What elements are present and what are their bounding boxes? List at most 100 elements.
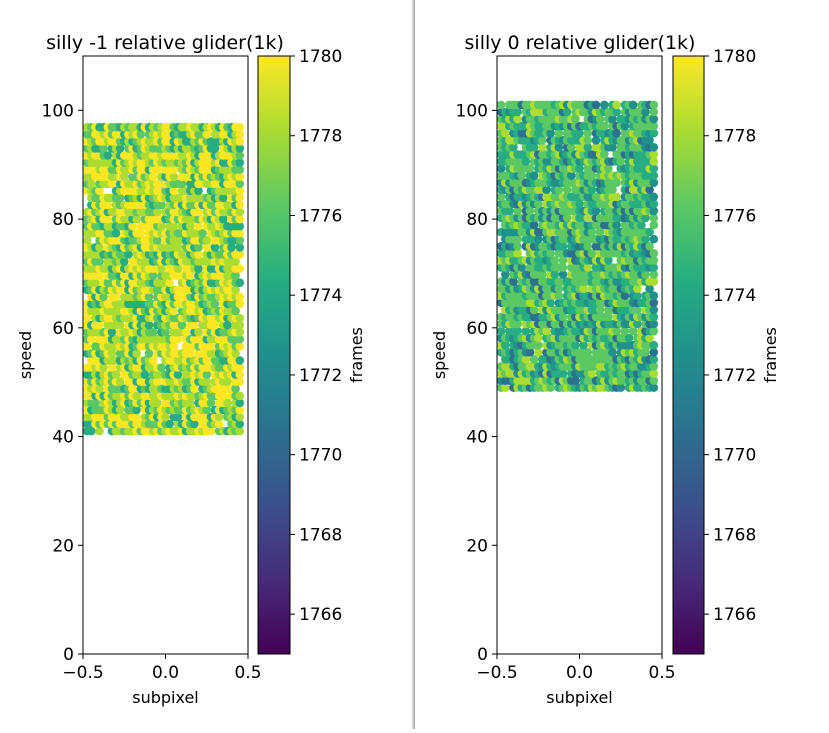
data-point	[177, 320, 187, 330]
data-point	[649, 256, 659, 265]
data-point	[202, 356, 212, 365]
data-point	[219, 214, 228, 224]
x-tick-label: 0.0	[566, 663, 593, 683]
data-point	[235, 426, 245, 436]
data-point	[194, 207, 203, 217]
data-point	[194, 243, 203, 252]
data-point	[575, 128, 584, 138]
data-point	[608, 143, 617, 152]
data-point	[235, 292, 245, 302]
data-point	[235, 278, 245, 288]
data-point	[115, 320, 125, 330]
data-point	[235, 250, 245, 259]
data-point	[169, 342, 179, 351]
data-point	[235, 172, 245, 181]
data-point	[509, 277, 518, 286]
chart-title: silly -1 relative glider(1k)	[46, 32, 284, 54]
data-point	[501, 128, 510, 138]
data-point	[554, 291, 564, 301]
data-point	[153, 165, 162, 174]
data-point	[95, 257, 104, 266]
data-point	[194, 221, 203, 231]
data-point	[550, 256, 560, 265]
y-tick-label: 80	[52, 210, 74, 230]
data-point	[534, 340, 543, 350]
data-point	[649, 192, 659, 202]
y-tick-label: 60	[52, 319, 74, 339]
colorbar-tick-label: 1768	[713, 525, 756, 545]
data-point	[649, 107, 659, 117]
data-point	[517, 263, 527, 272]
data-point	[157, 200, 166, 210]
data-point	[235, 236, 245, 245]
data-point	[538, 136, 547, 145]
data-point	[595, 114, 605, 124]
data-point	[649, 100, 659, 110]
data-point	[235, 320, 245, 330]
scatter-points	[82, 122, 245, 436]
data-point	[210, 243, 220, 252]
data-point	[546, 383, 555, 392]
data-point	[554, 128, 564, 138]
data-point	[641, 348, 650, 357]
data-point	[620, 121, 630, 131]
chart-panel-left: −0.5 0.0 0.5 0 20 40 60 80 100 subpixel speed silly…	[16, 32, 366, 707]
data-point	[198, 228, 207, 238]
y-axis-label: speed	[16, 331, 35, 379]
data-point	[231, 349, 240, 358]
data-point	[235, 158, 245, 167]
data-point	[235, 313, 245, 323]
data-point	[501, 270, 510, 279]
data-point	[649, 376, 659, 385]
data-point	[616, 383, 626, 392]
colorbar-tick-label: 1774	[713, 286, 756, 306]
data-point	[132, 349, 141, 358]
data-point	[649, 383, 659, 392]
data-point	[214, 419, 224, 429]
data-point	[608, 348, 617, 357]
data-point	[567, 171, 576, 180]
data-point	[206, 342, 216, 351]
data-point	[501, 340, 510, 350]
data-point	[587, 369, 597, 378]
data-point	[562, 213, 572, 223]
data-point	[190, 320, 199, 330]
data-point	[173, 334, 183, 344]
data-point	[633, 319, 642, 329]
data-point	[591, 136, 601, 145]
data-point	[95, 320, 104, 330]
data-point	[227, 243, 236, 252]
data-point	[513, 234, 522, 244]
data-point	[649, 234, 659, 244]
data-point	[157, 363, 166, 372]
x-tick-label: 0.5	[234, 663, 261, 683]
data-point	[235, 363, 245, 372]
colorbar-label: frames	[761, 327, 780, 383]
data-point	[120, 172, 129, 181]
data-point	[641, 270, 650, 279]
y-tick-label: 40	[52, 428, 74, 448]
data-point	[82, 313, 92, 323]
data-point	[517, 171, 527, 180]
data-point	[525, 206, 535, 216]
data-point	[235, 377, 245, 386]
data-point	[554, 185, 564, 194]
colorbar-label: frames	[347, 327, 366, 383]
colorbar	[672, 55, 705, 655]
data-point	[235, 342, 245, 351]
colorbar-tick-label: 1780	[299, 47, 342, 67]
data-point	[649, 312, 659, 322]
data-point	[103, 200, 113, 210]
data-point	[567, 143, 576, 152]
data-point	[583, 128, 593, 138]
data-point	[509, 143, 518, 152]
data-point	[99, 292, 108, 302]
data-point	[173, 243, 183, 252]
data-point	[542, 326, 551, 336]
data-point	[103, 214, 113, 224]
data-point	[628, 100, 638, 110]
data-point	[202, 405, 212, 415]
data-point	[558, 242, 568, 251]
data-point	[124, 250, 133, 259]
